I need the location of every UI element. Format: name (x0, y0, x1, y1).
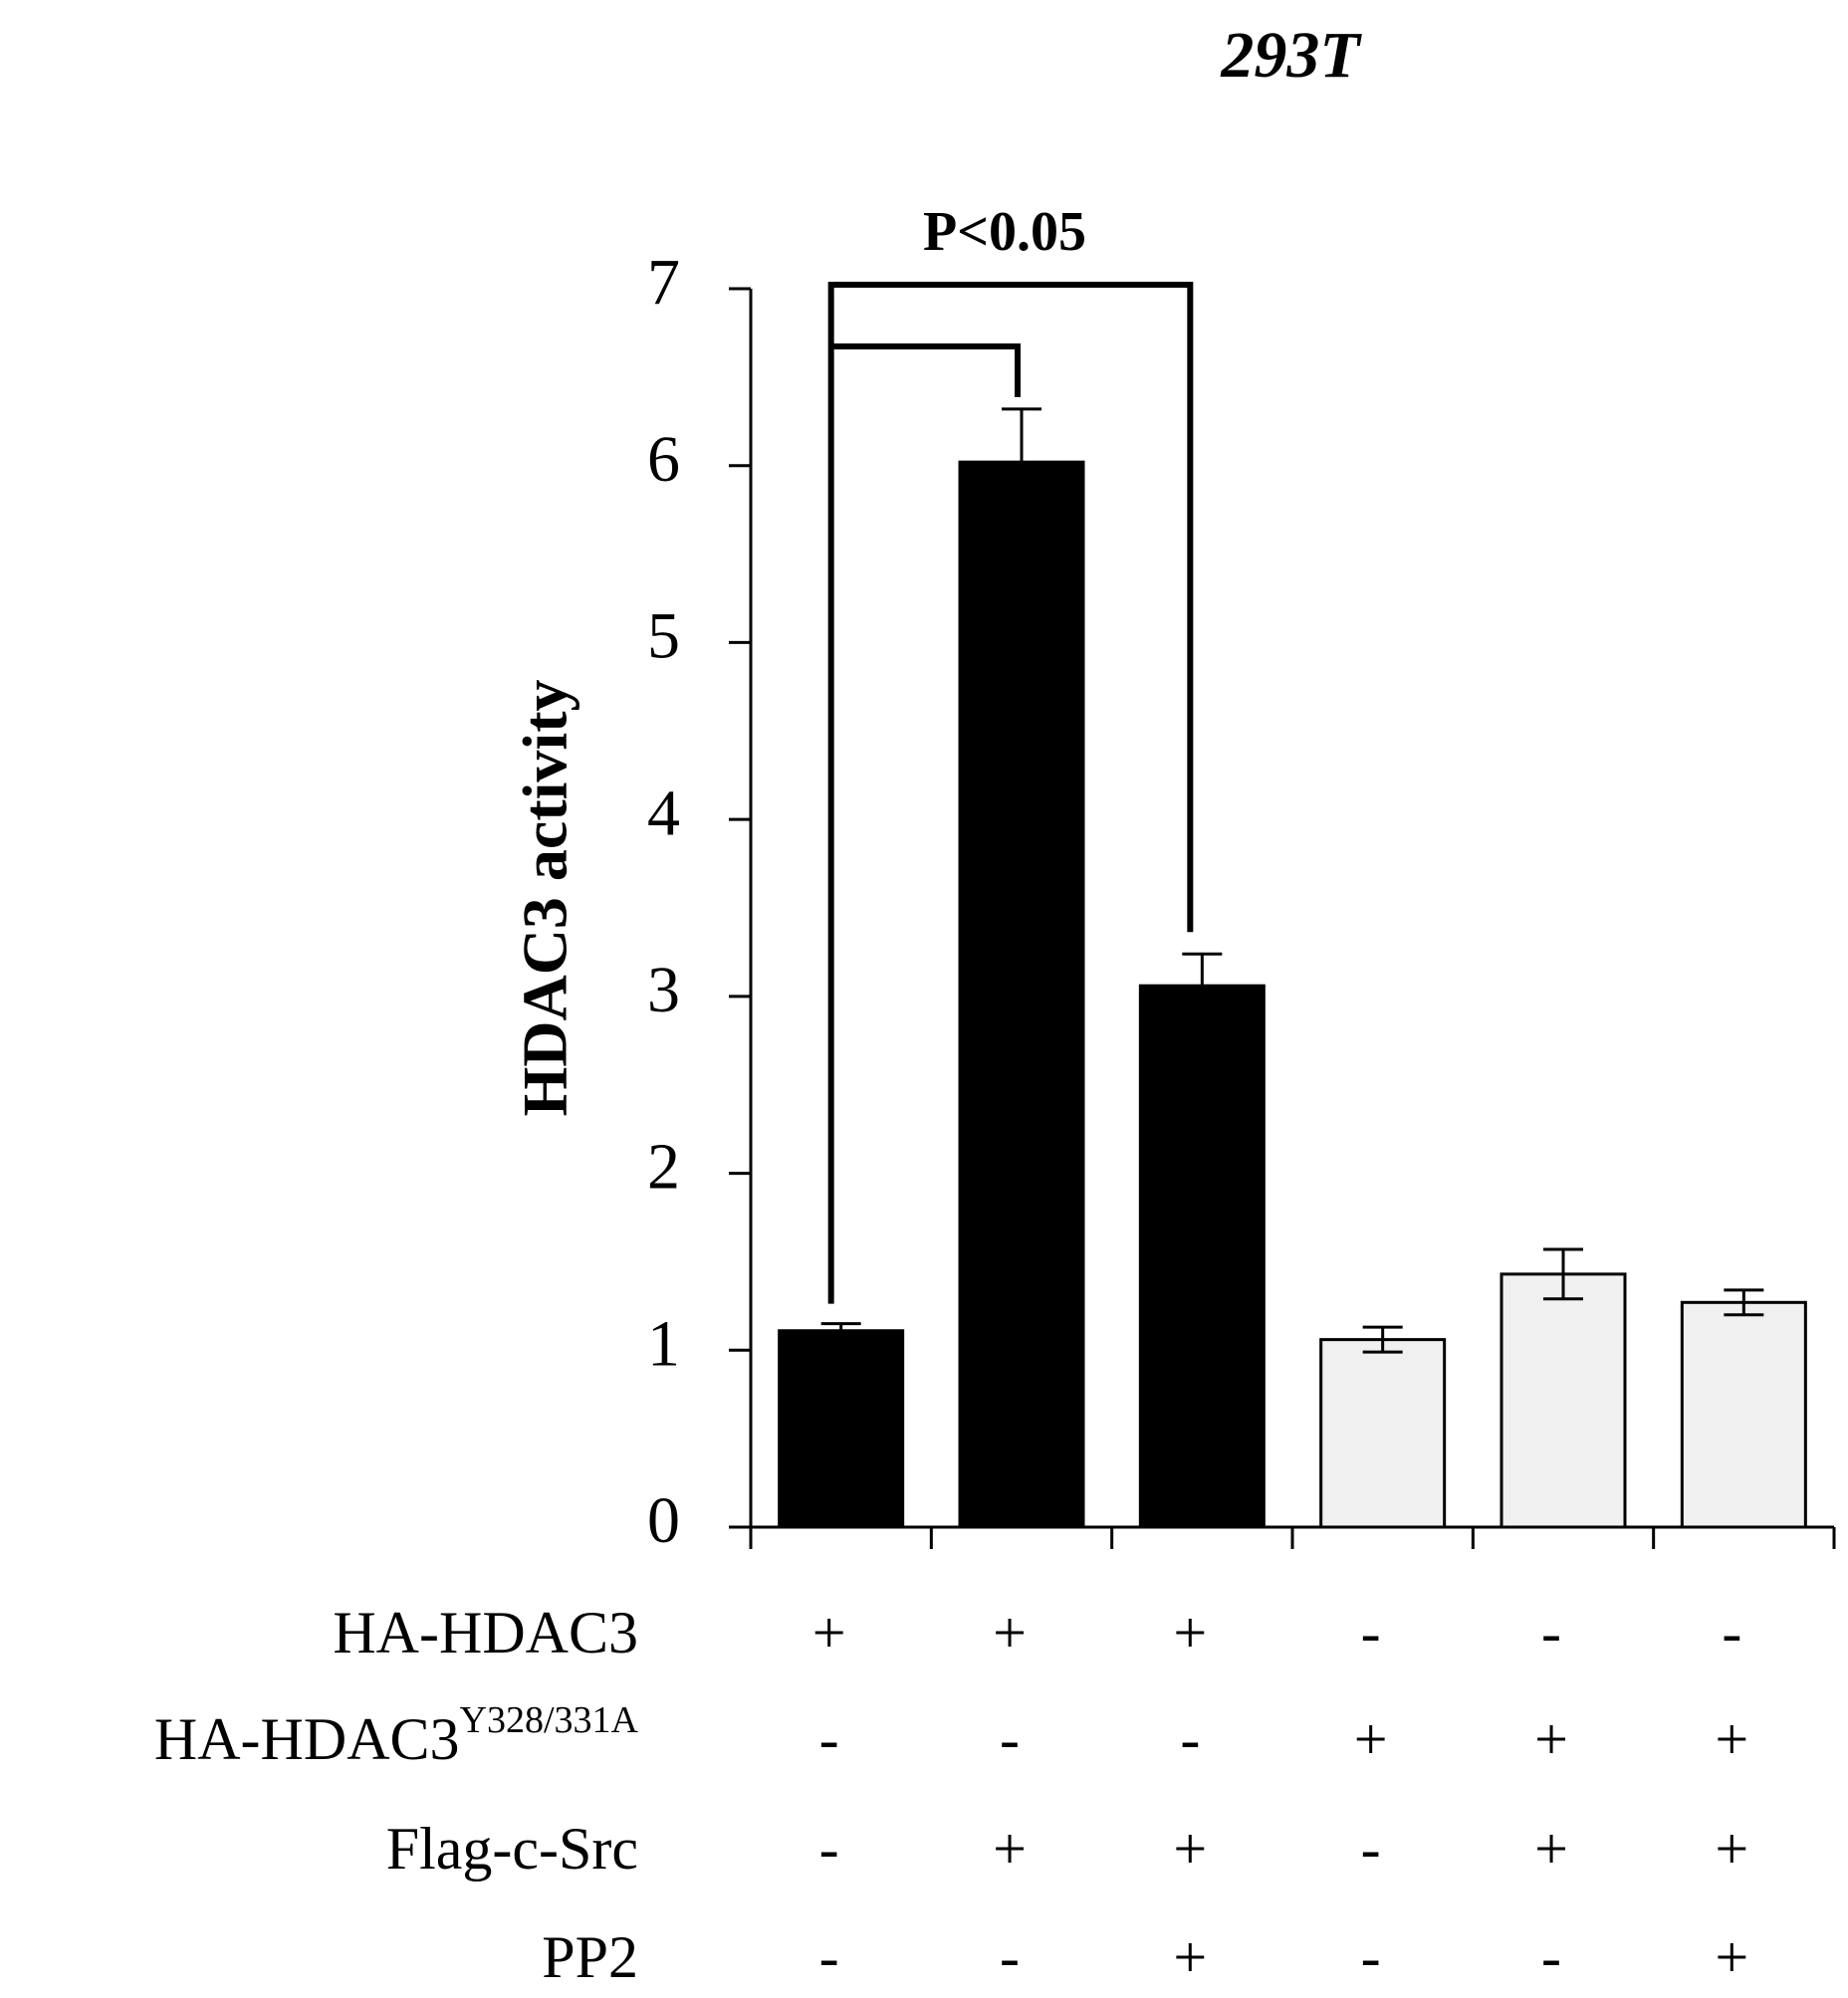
y-tick-label: 6 (647, 423, 680, 496)
condition-sign: - (1361, 1600, 1381, 1665)
condition-sign: - (819, 1816, 839, 1882)
condition-sign: + (1534, 1706, 1568, 1772)
condition-sign: + (1715, 1706, 1748, 1772)
condition-name: PP2 (542, 1924, 638, 1990)
condition-sign: + (993, 1600, 1027, 1665)
condition-name: HA-HDAC3 (154, 1706, 460, 1772)
condition-sign: - (1722, 1600, 1741, 1665)
bar (1138, 984, 1266, 1529)
condition-sign: + (1715, 1924, 1748, 1990)
significance-bracket (830, 343, 1021, 397)
condition-sign: + (993, 1816, 1027, 1882)
condition-name: Flag-c-Src (386, 1816, 638, 1882)
condition-sign: + (1715, 1816, 1748, 1882)
y-axis-label: HDAC3 activity (510, 679, 580, 1116)
condition-sign: - (1361, 1816, 1381, 1882)
condition-sign: - (1361, 1924, 1381, 1990)
bar (1319, 1338, 1447, 1529)
condition-sign: + (1173, 1924, 1207, 1990)
significance-bracket (827, 282, 1194, 1304)
condition-name: HA-HDAC3 (333, 1600, 638, 1665)
bar (1500, 1272, 1627, 1529)
y-tick-label: 3 (647, 954, 680, 1026)
bar (1680, 1300, 1807, 1529)
bar (958, 460, 1085, 1529)
condition-sign: - (1180, 1706, 1200, 1772)
error-bar (1002, 407, 1041, 517)
error-bar (1724, 1288, 1764, 1317)
y-tick-label: 0 (647, 1484, 680, 1557)
condition-sign: - (819, 1924, 839, 1990)
condition-sign: + (1534, 1816, 1568, 1882)
y-tick-label: 5 (647, 600, 680, 673)
condition-sign: - (819, 1706, 839, 1772)
condition-sign: - (1541, 1600, 1561, 1665)
condition-sign: + (812, 1600, 846, 1665)
condition-sign: - (1541, 1924, 1561, 1990)
y-tick-label: 7 (647, 246, 680, 319)
chart-title: 293T (1220, 19, 1362, 92)
error-bar (1182, 952, 1223, 1019)
condition-sign: + (1173, 1816, 1207, 1882)
condition-sign: + (1173, 1600, 1207, 1665)
condition-superscript: Y328/331A (460, 1699, 639, 1741)
y-tick-label: 2 (647, 1131, 680, 1204)
y-tick-label: 1 (647, 1307, 680, 1380)
condition-sign: - (1000, 1706, 1020, 1772)
y-tick-label: 4 (647, 777, 680, 849)
condition-label: HA-HDAC3Y328/331A (154, 1699, 639, 1772)
significance-label: P<0.05 (923, 201, 1086, 263)
bar (778, 1329, 905, 1529)
error-bar (1543, 1247, 1583, 1301)
condition-label: Flag-c-Src (386, 1816, 638, 1882)
condition-sign: - (1000, 1924, 1020, 1990)
condition-sign: + (1354, 1706, 1388, 1772)
condition-label: PP2 (542, 1924, 638, 1990)
error-bar (1362, 1325, 1403, 1354)
error-bar (820, 1322, 861, 1340)
condition-label: HA-HDAC3 (333, 1600, 638, 1665)
